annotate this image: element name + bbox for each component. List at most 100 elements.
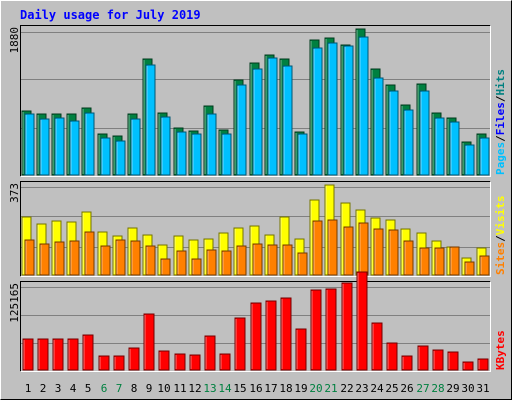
bar-visits-sites-day-8 [130,240,141,276]
bar-hits-files-day-23 [358,36,369,176]
chart-title: Daily usage for July 2019 [20,8,201,22]
x-tick-label-day-15: 15 [233,382,246,395]
bar-visits-sites-day-2 [39,243,50,276]
x-tick-label-day-20: 20 [309,382,322,395]
bar-visits-sites-day-18 [282,244,293,276]
bar-kbytes-kbytes-day-25 [386,342,398,371]
bar-kbytes-kbytes-day-29 [447,351,459,371]
bar-hits-files-day-14 [221,133,232,176]
bar-kbytes-kbytes-day-18 [280,297,292,371]
bar-hits-files-day-28 [434,117,445,176]
bar-visits-sites-day-15 [236,245,247,276]
panel-visits-legend: Sites/Visits [494,196,507,276]
bar-hits-files-day-24 [373,77,384,176]
bar-visits-sites-day-24 [373,228,384,276]
x-tick-label-day-6: 6 [101,382,108,395]
bar-hits-files-day-11 [176,131,187,176]
panel-visits-ymax-label: 373 [8,183,21,203]
bar-kbytes-kbytes-day-12 [189,354,201,371]
bar-hits-files-day-18 [282,65,293,176]
x-tick-label-day-18: 18 [279,382,292,395]
x-tick-label-day-2: 2 [40,382,47,395]
panel-kbytes-legend: KBytes [494,330,507,370]
legend-entry: KBytes [494,330,507,370]
x-tick-label-day-1: 1 [25,382,32,395]
bar-hits-files-day-1 [24,113,35,176]
bar-kbytes-kbytes-day-19 [295,328,307,371]
x-tick-label-day-29: 29 [446,382,459,395]
bar-kbytes-kbytes-day-9 [143,313,155,371]
bar-hits-files-day-15 [236,84,247,176]
x-axis: 1 2 3 4 5 6 7 8 9 10 11 12 13 14 15 16 17 18 19 20 21 22 23 24 2… [25,382,490,395]
bar-kbytes-kbytes-day-3 [52,338,64,371]
bar-visits-sites-day-25 [388,229,399,276]
bar-hits-files-day-16 [252,68,263,176]
panel-hits-legend: Pages/Files/Hits [494,69,507,175]
bar-visits-sites-day-11 [176,250,187,276]
bar-visits-sites-day-12 [191,258,202,276]
x-tick-label-day-13: 13 [203,382,216,395]
bar-visits-sites-day-21 [327,219,338,276]
x-tick-label-day-5: 5 [85,382,92,395]
bar-kbytes-kbytes-day-6 [98,355,110,371]
bar-kbytes-kbytes-day-11 [174,353,186,371]
bar-visits-sites-day-17 [267,244,278,276]
x-tick-label-day-30: 30 [461,382,474,395]
x-tick-label-day-8: 8 [131,382,138,395]
panel-visits-frame-light [20,181,491,277]
bar-hits-files-day-5 [84,112,95,176]
bar-visits-sites-day-5 [84,231,95,276]
bar-hits-files-day-26 [403,109,414,176]
legend-entry: Visits [494,196,507,236]
x-tick-label-day-10: 10 [157,382,170,395]
panel-hits-ymax-label: 1880 [8,27,21,54]
bar-hits-files-day-20 [312,47,323,176]
bar-visits-sites-day-28 [434,247,445,276]
bar-kbytes-kbytes-day-8 [128,347,140,371]
bar-kbytes-kbytes-day-27 [417,345,429,371]
bar-hits-files-day-2 [39,118,50,176]
bar-hits-files-day-31 [479,137,490,176]
bar-kbytes-kbytes-day-7 [113,355,125,371]
x-tick-label-day-25: 25 [385,382,398,395]
x-tick-label-day-21: 21 [324,382,337,395]
legend-entry: / [494,95,507,102]
bar-visits-sites-day-31 [479,255,490,276]
x-tick-label-day-26: 26 [400,382,413,395]
bar-visits-sites-day-6 [100,245,111,276]
panel-kbytes-frame-light [20,281,491,372]
bar-hits-files-day-6 [100,137,111,176]
x-tick-label-day-14: 14 [218,382,232,395]
bar-hits-files-day-7 [115,140,126,176]
legend-entry: / [494,135,507,142]
bar-visits-sites-day-29 [449,246,460,276]
bar-visits-sites-day-10 [160,258,171,276]
bar-hits-files-day-4 [69,120,80,176]
x-tick-label-day-16: 16 [249,382,262,395]
bar-visits-sites-day-19 [297,252,308,276]
bar-kbytes-kbytes-day-4 [67,338,79,371]
x-tick-label-day-24: 24 [370,382,384,395]
x-tick-label-day-22: 22 [340,382,353,395]
bar-kbytes-kbytes-day-22 [341,282,353,371]
x-tick-label-day-9: 9 [146,382,153,395]
bar-hits-files-day-10 [160,116,171,176]
bar-visits-sites-day-13 [206,249,217,276]
bar-visits-sites-day-1 [24,239,35,276]
bar-visits-sites-day-20 [312,220,323,276]
bar-hits-files-day-29 [449,121,460,176]
bar-visits-sites-day-27 [419,247,430,276]
x-tick-label-day-23: 23 [355,382,368,395]
panel-kbytes-frame-dark [20,281,491,372]
bar-hits-files-day-21 [327,42,338,176]
legend-entry: / [494,235,507,242]
bar-kbytes-kbytes-day-20 [310,289,322,371]
x-tick-label-day-28: 28 [431,382,444,395]
bar-hits-files-day-9 [145,64,156,176]
bar-hits-files-day-30 [464,144,475,176]
x-tick-label-day-11: 11 [173,382,186,395]
legend-entry: Files [494,102,507,135]
